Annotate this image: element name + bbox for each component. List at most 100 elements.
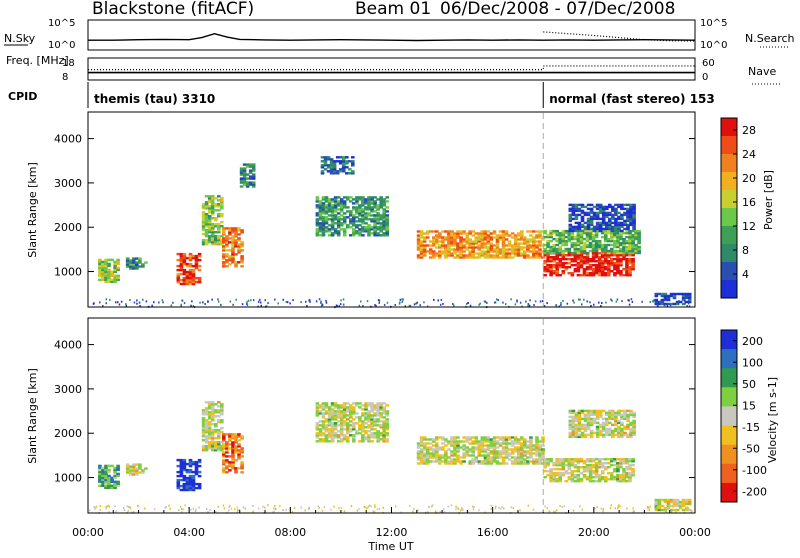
data-cell xyxy=(601,421,606,425)
data-cell xyxy=(561,462,566,465)
data-cell xyxy=(601,425,606,429)
data-cell xyxy=(613,476,617,479)
data-cell xyxy=(382,208,386,211)
data-cell xyxy=(598,225,603,229)
data-cell xyxy=(225,259,229,262)
data-cell xyxy=(478,509,480,512)
data-cell xyxy=(339,430,344,433)
data-cell xyxy=(358,218,362,221)
data-cell xyxy=(574,411,579,415)
data-cell xyxy=(447,234,451,237)
data-cell xyxy=(564,258,569,261)
data-cell xyxy=(600,472,605,475)
data-cell xyxy=(520,462,524,465)
data-cell xyxy=(336,202,341,205)
data-cell xyxy=(349,416,353,419)
data-cell xyxy=(631,458,635,461)
colorbar-swatch xyxy=(721,387,737,407)
data-cell xyxy=(498,450,503,453)
data-cell xyxy=(330,412,335,415)
data-cell xyxy=(574,215,579,219)
data-cell xyxy=(361,408,365,411)
data-cell xyxy=(210,405,215,408)
data-cell xyxy=(625,268,629,271)
data-cell xyxy=(675,502,680,506)
data-cell xyxy=(548,510,551,513)
data-cell xyxy=(628,458,632,461)
data-cell xyxy=(324,424,329,427)
data-cell xyxy=(567,235,572,239)
data-cell xyxy=(428,448,433,451)
data-cell xyxy=(385,420,389,423)
data-cell xyxy=(471,250,475,253)
data-cell xyxy=(450,444,454,447)
data-cell xyxy=(598,301,600,304)
y-tick-label: 4000 xyxy=(54,339,82,352)
data-cell xyxy=(474,240,479,243)
data-cell xyxy=(105,506,107,508)
noise-left-tick-bottom: 10^0 xyxy=(48,40,75,51)
data-cell xyxy=(204,217,209,220)
data-cell xyxy=(492,452,497,455)
data-cell xyxy=(513,448,518,451)
data-cell xyxy=(428,250,433,253)
data-cell xyxy=(425,230,430,233)
data-cell xyxy=(580,427,585,431)
data-cell xyxy=(318,226,323,229)
data-cell xyxy=(416,236,421,239)
data-cell xyxy=(315,198,320,201)
data-cell xyxy=(358,234,362,237)
data-cell xyxy=(370,420,374,423)
data-cell xyxy=(492,456,497,459)
data-cell xyxy=(520,446,524,449)
data-cell xyxy=(364,418,368,421)
data-cell xyxy=(474,256,479,259)
data-cell xyxy=(620,415,624,419)
data-cell xyxy=(567,262,572,265)
data-cell xyxy=(225,443,229,446)
data-cell xyxy=(330,210,335,213)
data-cell xyxy=(450,440,454,443)
data-cell xyxy=(477,448,482,451)
data-cell xyxy=(326,158,331,161)
data-cell xyxy=(595,213,600,217)
data-cell xyxy=(338,168,343,171)
data-cell xyxy=(355,200,359,203)
data-cell xyxy=(591,480,596,483)
data-cell xyxy=(330,212,335,215)
data-cell xyxy=(516,456,521,459)
data-cell xyxy=(425,456,430,459)
data-cell xyxy=(614,427,618,431)
data-cell xyxy=(607,458,611,461)
data-cell xyxy=(308,299,310,302)
data-cell xyxy=(600,264,605,267)
data-cell xyxy=(588,478,593,481)
data-cell xyxy=(133,301,136,304)
data-cell xyxy=(98,470,102,474)
data-cell xyxy=(498,506,500,509)
data-cell xyxy=(138,465,142,468)
data-cell xyxy=(361,440,365,443)
data-cell xyxy=(495,456,500,459)
data-cell xyxy=(373,200,377,203)
data-cell xyxy=(546,251,550,255)
data-cell xyxy=(546,260,550,263)
data-cell xyxy=(315,414,320,417)
data-cell xyxy=(591,272,596,275)
data-cell xyxy=(620,417,624,421)
data-cell xyxy=(282,509,284,511)
data-cell xyxy=(600,462,605,465)
data-cell xyxy=(532,462,536,465)
data-cell xyxy=(625,480,629,483)
data-cell xyxy=(607,268,611,271)
data-cell xyxy=(339,214,344,217)
data-cell xyxy=(367,200,371,203)
data-cell xyxy=(217,239,221,242)
data-cell xyxy=(179,272,184,276)
data-cell xyxy=(315,410,320,413)
data-cell xyxy=(585,239,590,243)
data-cell xyxy=(104,478,108,482)
data-cell xyxy=(538,450,542,453)
data-cell xyxy=(194,266,199,270)
data-cell xyxy=(355,402,359,405)
